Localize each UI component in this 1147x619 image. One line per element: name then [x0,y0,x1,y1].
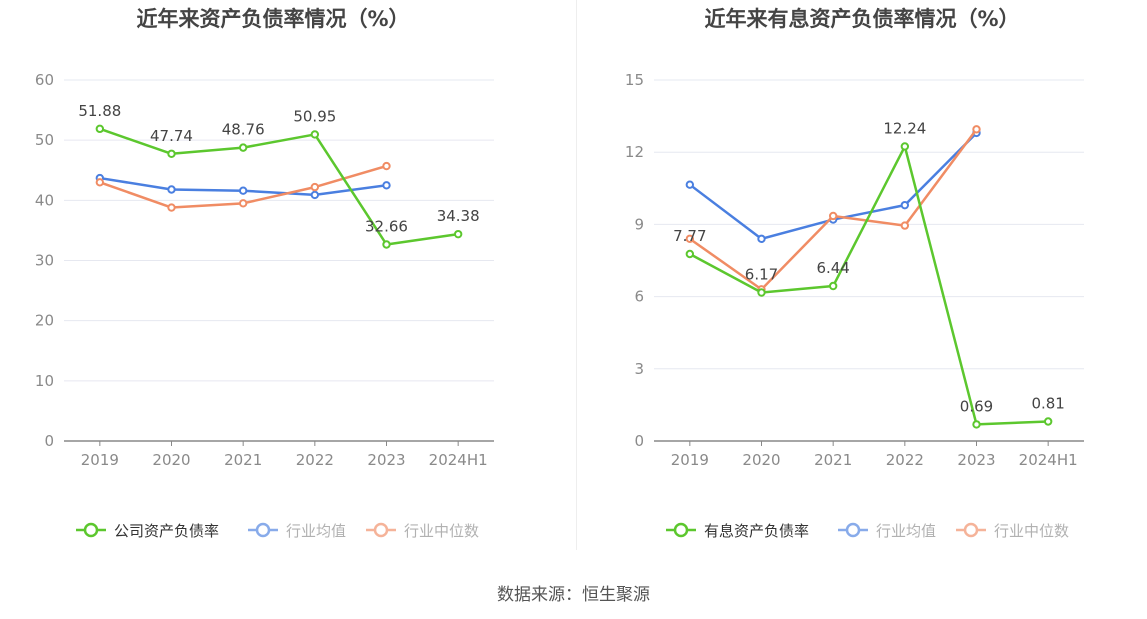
x-tick-label: 2019 [671,451,709,469]
y-tick-label: 9 [634,215,644,233]
data-point [757,288,766,297]
legend-marker [83,522,99,538]
y-tick-label: 3 [634,360,644,378]
y-tick-label: 0 [634,432,644,450]
x-tick-label: 2022 [296,451,334,469]
data-point [685,234,695,244]
data-point [900,200,910,210]
legend-label: 行业中位数 [404,522,479,540]
data-point [167,149,176,158]
data-point [382,181,391,190]
data-label: 34.38 [437,207,480,225]
y-tick-label: 60 [35,71,54,89]
data-point [900,142,910,151]
chart-title: 近年来有息资产负债率情况（%） [704,7,1019,31]
y-tick-label: 15 [625,71,644,89]
data-label: 32.66 [365,217,408,235]
legend-label: 有息资产负债率 [704,522,809,540]
data-point [757,234,766,244]
series-company: 51.88 47.74 48.76 50.95 32.66 34.38 [78,102,480,249]
data-point [238,143,248,152]
data-point [1043,417,1053,426]
legend-item: 行业中位数 [366,522,479,540]
x-tick-label: 2020 [152,451,190,469]
data-point [828,281,838,291]
legend-marker [845,522,861,538]
data-label: 51.88 [78,102,121,120]
x-tick-label: 2023 [367,451,405,469]
legend-marker [373,522,389,538]
data-label: 48.76 [222,121,265,139]
series-median [685,125,981,294]
data-point [685,180,695,189]
series-line [99,127,459,246]
x-tick-label: 2024H1 [1019,451,1078,469]
series-median [95,161,391,212]
legend-item: 有息资产负债率 [666,522,809,540]
legend-marker [255,522,271,538]
y-tick-label: 10 [35,372,54,390]
data-point [310,190,320,200]
data-point [972,420,981,429]
legend-item: 行业均值 [248,522,346,540]
y-tick-label: 50 [35,131,54,149]
x-tick-label: 2020 [742,451,780,469]
data-point [310,130,320,139]
legend-item: 行业中位数 [956,522,1069,540]
legend-marker [673,522,689,538]
data-label: 12.24 [883,119,926,137]
y-tick-label: 30 [35,252,54,270]
series-company: 7.77 6.17 6.44 12.24 0.69 0.81 [673,119,1065,429]
legend-item: 公司资产负债率 [76,522,219,540]
y-tick-label: 20 [35,312,54,330]
data-point [167,203,176,212]
data-source-label: 数据来源：恒生聚源 [497,585,650,605]
data-point [95,178,105,187]
data-point [453,229,463,239]
data-point [238,199,248,208]
legend-label: 行业均值 [286,522,346,540]
series-avg [95,173,391,200]
data-point [382,161,391,171]
data-label: 0.69 [960,397,993,415]
data-point [382,240,391,249]
data-point [828,211,838,221]
chart-divider [576,0,577,550]
x-tick-label: 2023 [957,451,995,469]
data-point [167,185,176,194]
y-tick-label: 6 [634,288,644,306]
data-point [972,125,981,134]
legend-item: 行业均值 [838,522,936,540]
data-label: 6.17 [745,266,778,284]
data-label: 7.77 [673,227,706,245]
data-point [310,182,320,192]
legend-label: 行业中位数 [994,522,1069,540]
x-tick-label: 2021 [814,451,852,469]
legend-label: 行业均值 [876,522,936,540]
data-label: 50.95 [293,107,336,125]
x-tick-label: 2021 [224,451,262,469]
y-tick-label: 0 [44,432,54,450]
data-label: 0.81 [1031,395,1064,413]
chart-2: 近年来有息资产负债率情况（%） 0 3 6 9 12 15 2019 2020 2021 2022 2… [625,7,1084,540]
x-tick-label: 2024H1 [429,451,488,469]
data-point [238,186,248,195]
data-point [685,249,695,259]
x-tick-label: 2019 [81,451,119,469]
chart-1: 近年来资产负债率情况（%） 0 10 20 30 40 50 60 2019 2020 2021 20… [35,7,494,540]
x-tick-label: 2022 [886,451,924,469]
y-tick-label: 40 [35,191,54,209]
legend-marker [963,522,979,538]
series-line [689,145,1049,426]
legend-label: 公司资产负债率 [114,522,219,540]
data-point [900,221,910,230]
data-label: 6.44 [816,259,849,277]
data-point [95,124,105,134]
y-tick-label: 12 [625,143,644,161]
chart-title: 近年来资产负债率情况（%） [136,7,409,31]
data-label: 47.74 [150,127,193,145]
